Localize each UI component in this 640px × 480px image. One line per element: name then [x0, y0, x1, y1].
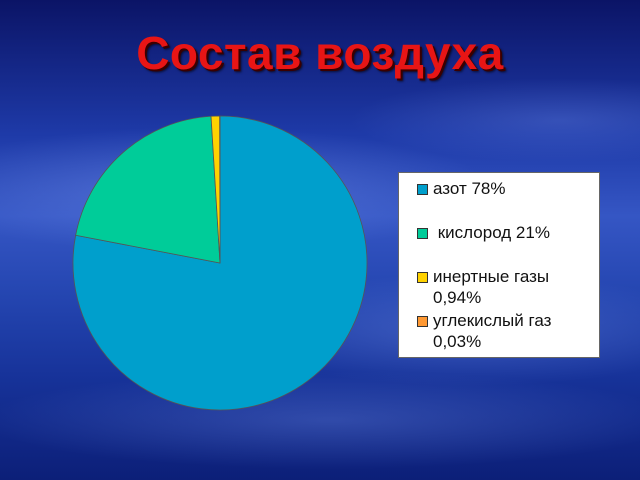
legend-label-carbon-dioxide: углекислый газ 0,03% [433, 311, 552, 351]
chart-title: Состав воздуха [136, 27, 504, 79]
legend-item-nitrogen: азот 78% [417, 178, 591, 199]
legend-label-inert-gases: инертные газы 0,94% [433, 267, 550, 307]
chart-legend: азот 78% кислород 21% инертные газы 0,94… [398, 172, 600, 358]
legend-swatch-oxygen [417, 228, 428, 239]
legend-item-inert-gases: инертные газы 0,94% [417, 266, 591, 308]
legend-item-oxygen: кислород 21% [417, 222, 591, 243]
legend-label-oxygen: кислород 21% [433, 223, 550, 242]
legend-label-nitrogen: азот 78% [433, 179, 506, 198]
legend-item-carbon-dioxide: углекислый газ 0,03% [417, 310, 591, 352]
pie-slice-oxygen [75, 115, 221, 264]
legend-swatch-inert-gases [417, 272, 428, 283]
legend-swatch-nitrogen [417, 184, 428, 195]
legend-swatch-carbon-dioxide [417, 316, 428, 327]
